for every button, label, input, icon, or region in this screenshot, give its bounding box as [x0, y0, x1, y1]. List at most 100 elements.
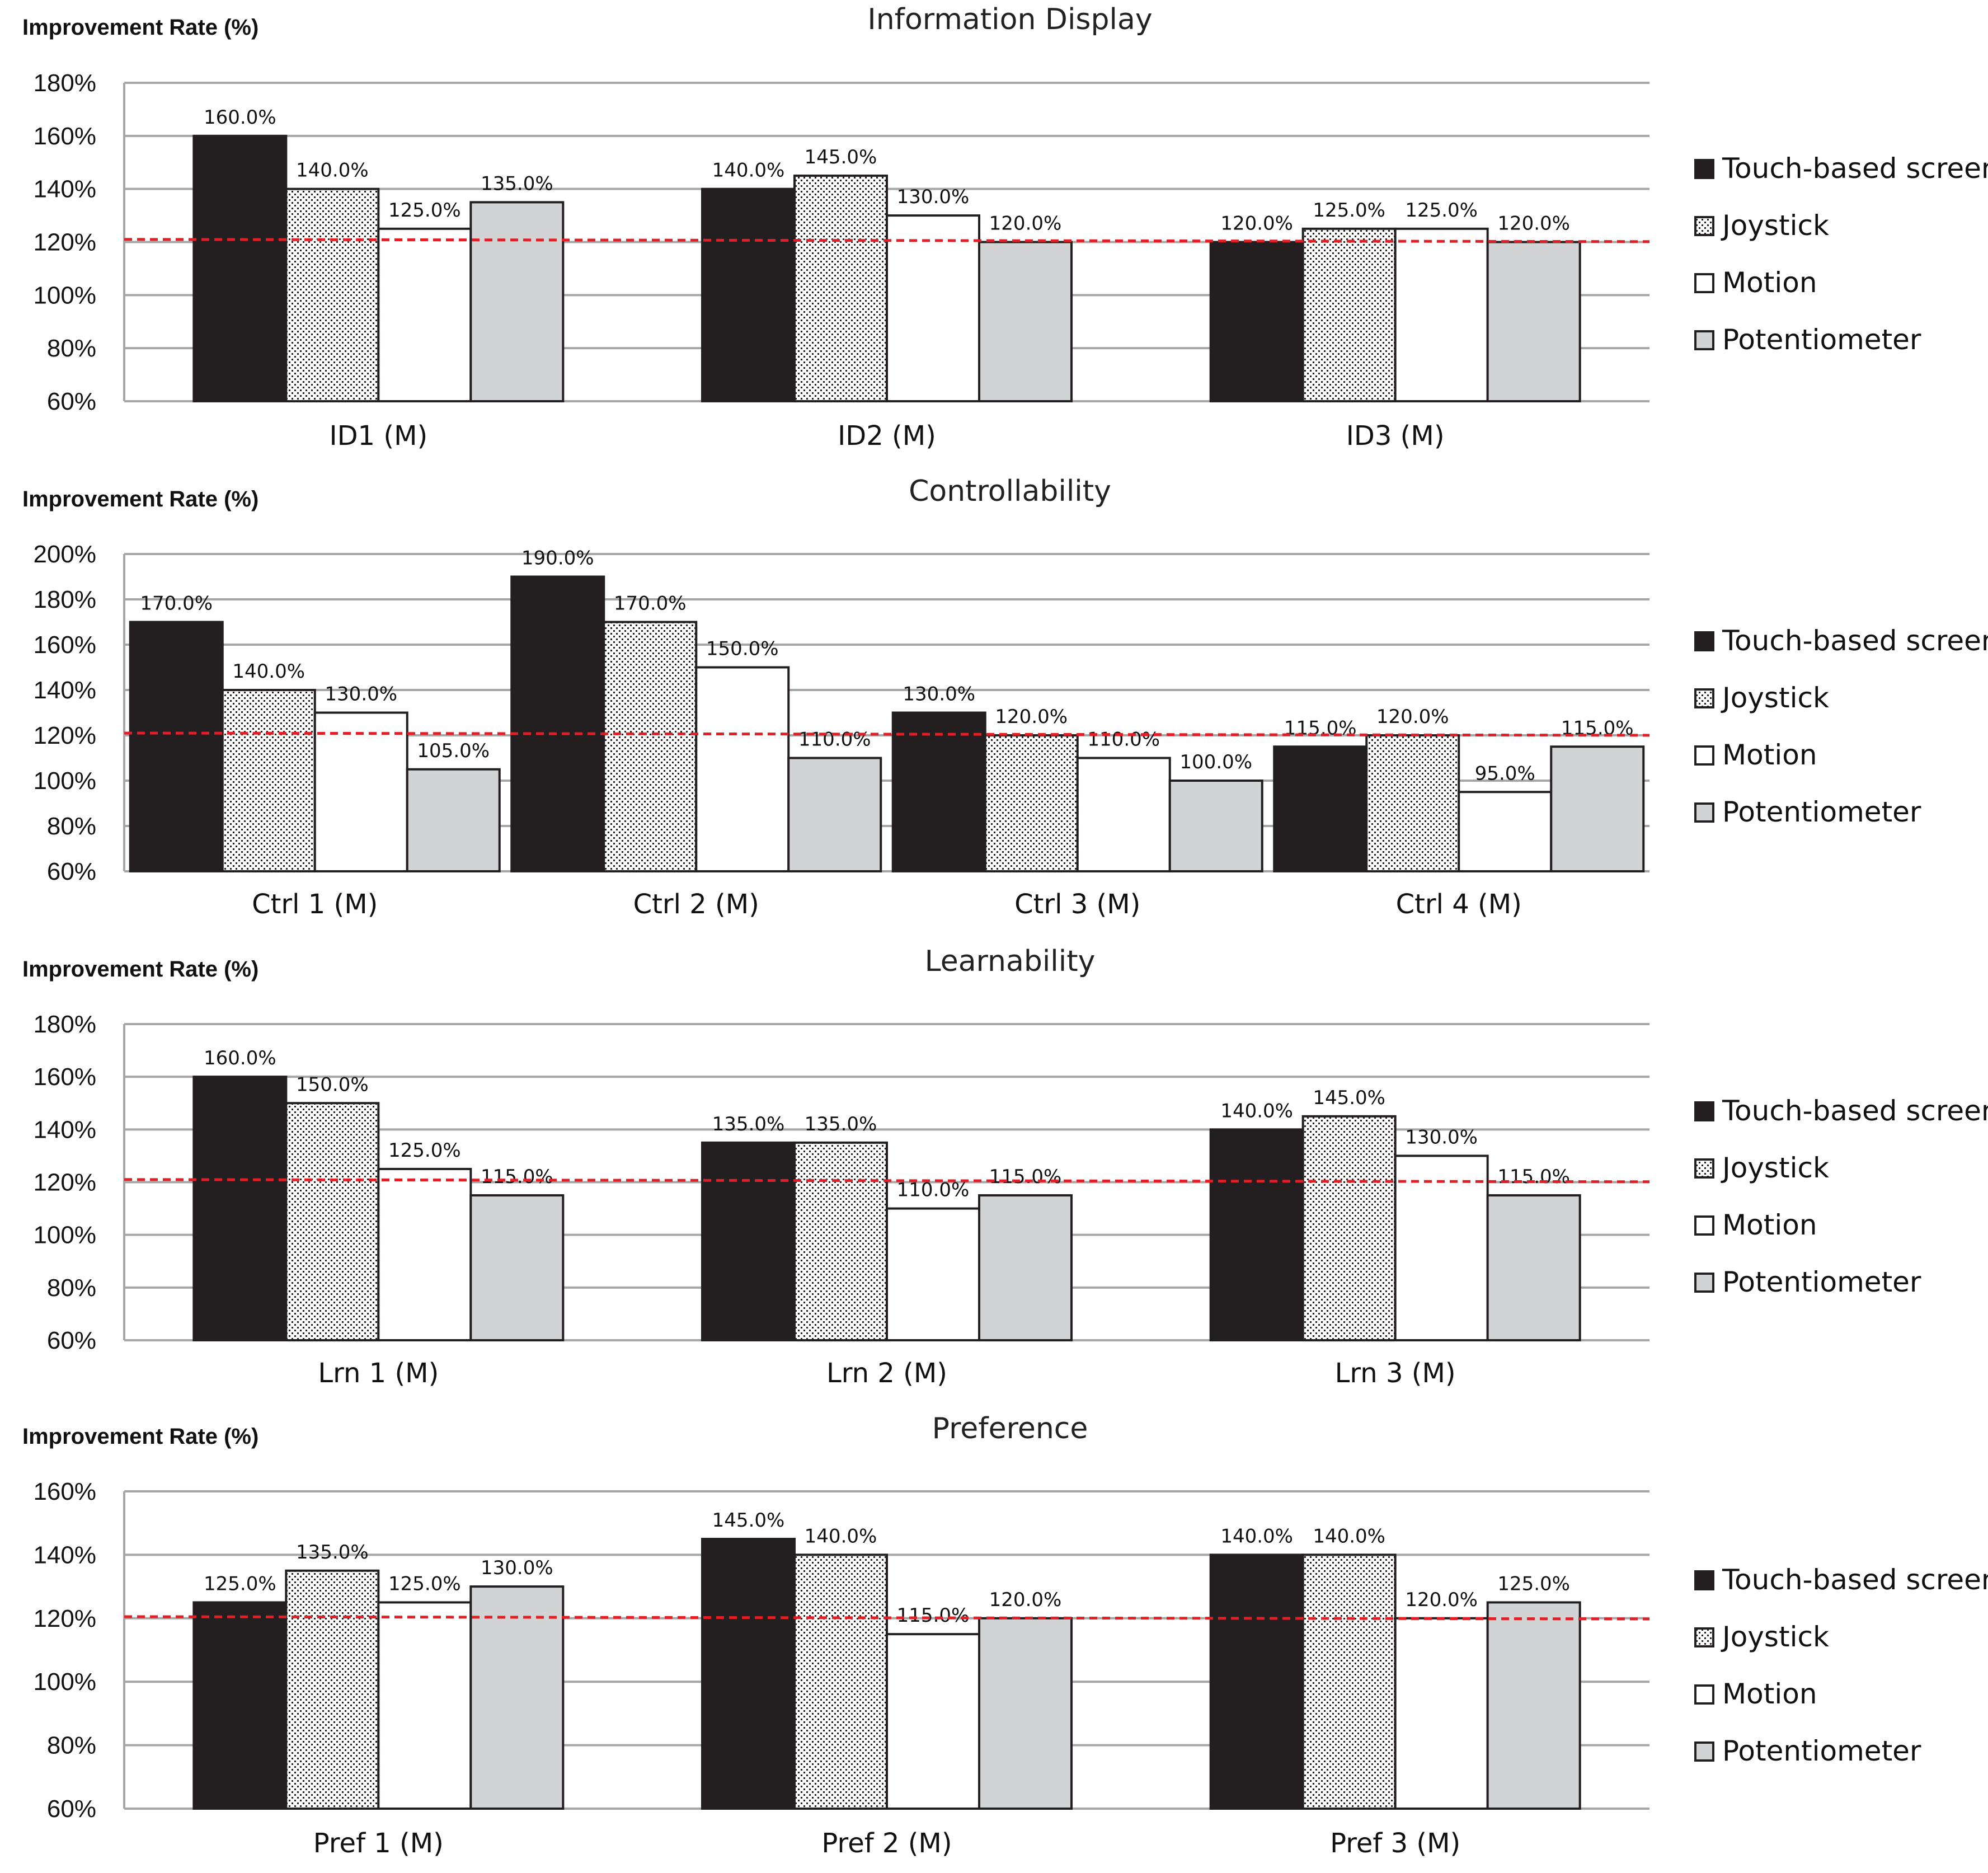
- reference-line: [124, 1178, 1650, 1184]
- chart-panel-1: Information Display Improvement Rate (%) 6…: [22, 3, 1988, 452]
- y-tick-label: 120%: [33, 722, 96, 749]
- legend-swatch-joystick: [1694, 1158, 1714, 1179]
- x-category-label: Ctrl 2 (M): [633, 889, 759, 920]
- data-label: 145.0%: [805, 146, 877, 168]
- y-tick-label: 180%: [33, 1011, 96, 1038]
- bar-motion: [1076, 757, 1171, 872]
- bar-touch: [1273, 745, 1368, 872]
- y-tick-label: 160%: [33, 123, 96, 150]
- data-label: 130.0%: [903, 683, 975, 706]
- legend-swatch-touch: [1694, 159, 1714, 179]
- data-label: 170.0%: [140, 593, 213, 615]
- legend-label-joystick: Joystick: [1721, 1152, 1829, 1184]
- bar-joystick: [1365, 734, 1460, 872]
- bar-joystick: [1301, 227, 1397, 402]
- data-label: 115.0%: [989, 1166, 1062, 1188]
- chart-panel-4: Preference Improvement Rate (%) 60% 80% 100%…: [22, 1412, 1988, 1859]
- bar-potentiometer: [787, 757, 882, 872]
- data-label: 140.0%: [1220, 1100, 1293, 1122]
- bar-potentiometer: [978, 1617, 1073, 1810]
- y-tick-label: 140%: [33, 1116, 96, 1143]
- y-tick-label: 100%: [33, 1668, 96, 1696]
- y-tick-label: 120%: [33, 1169, 96, 1196]
- y-tick-label: 140%: [33, 176, 96, 203]
- bar-potentiometer: [1168, 780, 1263, 872]
- data-label: 120.0%: [995, 706, 1068, 728]
- bar-potentiometer: [1486, 1601, 1581, 1810]
- bar-joystick: [793, 1553, 888, 1810]
- data-label: 120.0%: [1376, 706, 1449, 728]
- bar-touch: [129, 621, 224, 872]
- data-label: 150.0%: [706, 638, 779, 660]
- legend-label-potentiometer: Potentiometer: [1722, 1735, 1921, 1767]
- y-tick-label: 60%: [47, 388, 96, 415]
- data-label: 140.0%: [232, 660, 305, 683]
- bar-touch: [1209, 241, 1304, 402]
- y-tick-label: 80%: [47, 813, 96, 840]
- bar-motion: [377, 1601, 472, 1810]
- legend-swatch-potentiometer: [1694, 1273, 1714, 1293]
- bar-touch: [701, 1141, 796, 1341]
- bar-joystick: [285, 1569, 380, 1810]
- legend-swatch-motion: [1694, 1684, 1714, 1705]
- legend-label-joystick: Joystick: [1721, 1621, 1829, 1653]
- bar-motion: [1458, 791, 1553, 872]
- data-label: 160.0%: [204, 106, 276, 129]
- data-label: 125.0%: [1313, 199, 1385, 222]
- bar-joystick: [984, 734, 1079, 872]
- y-tick-label: 80%: [47, 1732, 96, 1759]
- bar-motion: [313, 711, 408, 872]
- bar-joystick: [793, 174, 888, 402]
- bar-touch: [701, 187, 796, 402]
- x-category-label: ID1 (M): [329, 420, 427, 452]
- legend-label-motion: Motion: [1722, 1678, 1817, 1710]
- reference-line: [124, 731, 1650, 737]
- bar-joystick: [221, 689, 316, 872]
- data-label: 135.0%: [481, 172, 553, 195]
- data-label: 120.0%: [989, 1589, 1062, 1611]
- x-category-label: ID3 (M): [1346, 420, 1445, 452]
- data-label: 120.0%: [1220, 213, 1293, 235]
- data-label: 125.0%: [388, 1139, 461, 1162]
- bar-potentiometer: [469, 201, 565, 402]
- bar-motion: [377, 1167, 472, 1341]
- data-label: 110.0%: [897, 1179, 970, 1201]
- y-tick-label: 160%: [33, 631, 96, 659]
- legend: Touch-based screen Joystick Motion Potentio…: [1694, 1095, 1988, 1298]
- data-label: 105.0%: [417, 740, 490, 762]
- chart-panel-3: Learnability Improvement Rate (%) 60% 80% 10…: [22, 945, 1988, 1389]
- reference-line: [124, 238, 1650, 243]
- bar-motion: [695, 666, 790, 872]
- y-tick-label: 60%: [47, 1327, 96, 1354]
- reference-line: [124, 1615, 1650, 1621]
- legend-swatch-joystick: [1694, 1627, 1714, 1647]
- data-label: 130.0%: [481, 1557, 553, 1579]
- bar-motion: [1394, 227, 1489, 402]
- legend-swatch-potentiometer: [1694, 802, 1714, 823]
- data-label: 120.0%: [1497, 213, 1570, 235]
- data-label: 130.0%: [897, 186, 970, 208]
- bar-motion: [1394, 1617, 1489, 1810]
- data-label: 160.0%: [204, 1047, 276, 1069]
- chart-title: Learnability: [925, 945, 1096, 978]
- y-tick-label: 80%: [47, 1274, 96, 1302]
- y-tick-label: 160%: [33, 1478, 96, 1505]
- y-tick-label: 120%: [33, 1605, 96, 1632]
- legend-label-potentiometer: Potentiometer: [1722, 1266, 1921, 1298]
- y-tick-label: 140%: [33, 677, 96, 704]
- bar-joystick: [285, 1102, 380, 1341]
- bar-potentiometer: [1486, 1194, 1581, 1342]
- x-category-label: Ctrl 3 (M): [1014, 889, 1140, 920]
- legend-swatch-touch: [1694, 1570, 1714, 1590]
- legend-swatch-joystick: [1694, 216, 1714, 236]
- x-category-label: ID2 (M): [838, 420, 936, 452]
- chart-title: Controllability: [909, 475, 1111, 508]
- legend-swatch-potentiometer: [1694, 1741, 1714, 1762]
- bar-touch: [192, 134, 288, 402]
- data-label: 135.0%: [712, 1113, 785, 1135]
- data-label: 190.0%: [521, 547, 594, 570]
- data-label: 115.0%: [897, 1604, 970, 1627]
- bar-potentiometer: [469, 1194, 565, 1342]
- legend-swatch-potentiometer: [1694, 330, 1714, 350]
- data-label: 95.0%: [1475, 762, 1535, 785]
